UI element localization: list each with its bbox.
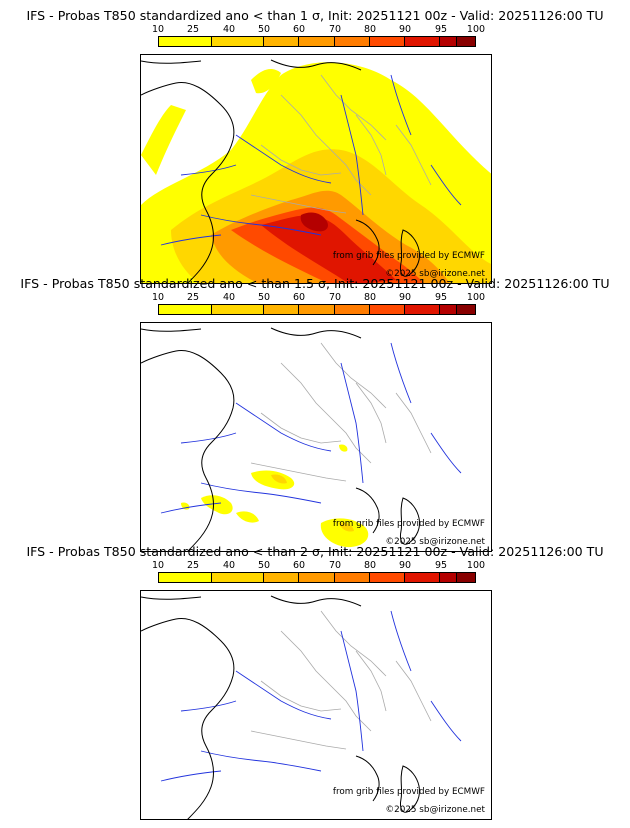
colorbar-segment: [334, 573, 370, 582]
probability-shading: [141, 62, 491, 283]
colorbar-segment: [439, 37, 458, 46]
colorbar-tick: 40: [222, 560, 236, 571]
panel-title: IFS - Probas T850 standardized ano < tha…: [26, 544, 604, 559]
colorbar-segment: [439, 305, 458, 314]
colorbar-segment: [264, 573, 300, 582]
probability-map: from grib files provided by ECMWF ©2025 …: [140, 590, 492, 820]
data-source-credit: from grib files provided by ECMWF: [332, 787, 485, 797]
copyright-credit: ©2025 sb@irizone.net: [385, 537, 485, 547]
colorbar-tick-labels: 10 25 40 50 60 70 80 90 95 100: [152, 560, 485, 572]
map-canvas: [141, 595, 462, 819]
colorbar-tick: 50: [257, 292, 271, 303]
forecast-panel-3: IFS - Probas T850 standardized ano < tha…: [0, 544, 630, 820]
colorbar: [158, 36, 476, 47]
probability-map: from grib files provided by ECMWF ©2025 …: [140, 54, 492, 284]
colorbar-segment: [299, 37, 335, 46]
forecast-panel-1: IFS - Probas T850 standardized ano < tha…: [0, 8, 630, 284]
rivers: [160, 342, 462, 514]
colorbar: [158, 572, 476, 583]
colorbar-tick: 80: [363, 292, 377, 303]
colorbar-tick: 100: [466, 560, 486, 571]
country-borders: [250, 74, 432, 214]
colorbar-segment: [159, 37, 212, 46]
panel-title: IFS - Probas T850 standardized ano < tha…: [20, 276, 610, 291]
rivers: [160, 610, 462, 782]
colorbar-tick: 70: [328, 560, 342, 571]
rivers: [160, 74, 462, 246]
colorbar-tick: 50: [257, 560, 271, 571]
data-source-credit: from grib files provided by ECMWF: [332, 251, 485, 261]
colorbar-tick: 40: [222, 24, 236, 35]
colorbar-tick: 95: [434, 560, 448, 571]
copyright-credit: ©2025 sb@irizone.net: [385, 805, 485, 815]
colorbar-tick: 70: [328, 24, 342, 35]
colorbar-tick: 90: [398, 292, 412, 303]
colorbar-segment: [264, 305, 300, 314]
colorbar-tick: 90: [398, 24, 412, 35]
colorbar-tick: 10: [151, 560, 165, 571]
colorbar-segment: [439, 573, 458, 582]
colorbar-segment: [334, 305, 370, 314]
colorbar-tick: 40: [222, 292, 236, 303]
colorbar-segment: [334, 37, 370, 46]
colorbar-segment: [457, 573, 475, 582]
panel-title: IFS - Probas T850 standardized ano < tha…: [26, 8, 604, 23]
colorbar-tick-labels: 10 25 40 50 60 70 80 90 95 100: [152, 292, 485, 304]
colorbar-tick: 25: [186, 24, 200, 35]
colorbar-segment: [404, 37, 440, 46]
colorbar-segment: [404, 573, 440, 582]
colorbar-tick-labels: 10 25 40 50 60 70 80 90 95 100: [152, 24, 485, 36]
colorbar-segment: [404, 305, 440, 314]
colorbar-tick: 95: [434, 24, 448, 35]
colorbar-tick: 70: [328, 292, 342, 303]
colorbar-segment: [159, 573, 212, 582]
colorbar-segment: [159, 305, 212, 314]
colorbar-tick: 25: [186, 292, 200, 303]
country-borders: [250, 342, 432, 482]
colorbar-segment: [264, 37, 300, 46]
colorbar: [158, 304, 476, 315]
colorbar-segment: [211, 573, 265, 582]
colorbar-tick: 90: [398, 560, 412, 571]
colorbar-segment: [299, 573, 335, 582]
map-canvas: [141, 327, 462, 551]
probability-shading: [181, 444, 369, 548]
coastlines: [141, 59, 420, 283]
colorbar-tick: 10: [151, 292, 165, 303]
colorbar-tick: 60: [292, 560, 306, 571]
colorbar-tick: 25: [186, 560, 200, 571]
colorbar-tick: 95: [434, 292, 448, 303]
colorbar-tick: 100: [466, 292, 486, 303]
colorbar-segment: [369, 305, 405, 314]
colorbar-tick: 60: [292, 24, 306, 35]
colorbar-segment: [369, 37, 405, 46]
colorbar-tick: 80: [363, 24, 377, 35]
colorbar-segment: [457, 37, 475, 46]
colorbar-segment: [211, 305, 265, 314]
probability-map: from grib files provided by ECMWF ©2025 …: [140, 322, 492, 552]
colorbar-tick: 100: [466, 24, 486, 35]
colorbar-segment: [369, 573, 405, 582]
colorbar-tick: 80: [363, 560, 377, 571]
copyright-credit: ©2025 sb@irizone.net: [385, 269, 485, 279]
forecast-panel-2: IFS - Probas T850 standardized ano < tha…: [0, 276, 630, 552]
coastlines: [141, 327, 420, 551]
country-borders: [250, 610, 432, 750]
colorbar-tick: 10: [151, 24, 165, 35]
colorbar-tick: 50: [257, 24, 271, 35]
colorbar-segment: [457, 305, 475, 314]
map-canvas: [141, 59, 491, 283]
coastlines: [141, 595, 420, 819]
colorbar-tick: 60: [292, 292, 306, 303]
colorbar-segment: [211, 37, 265, 46]
data-source-credit: from grib files provided by ECMWF: [332, 519, 485, 529]
colorbar-segment: [299, 305, 335, 314]
